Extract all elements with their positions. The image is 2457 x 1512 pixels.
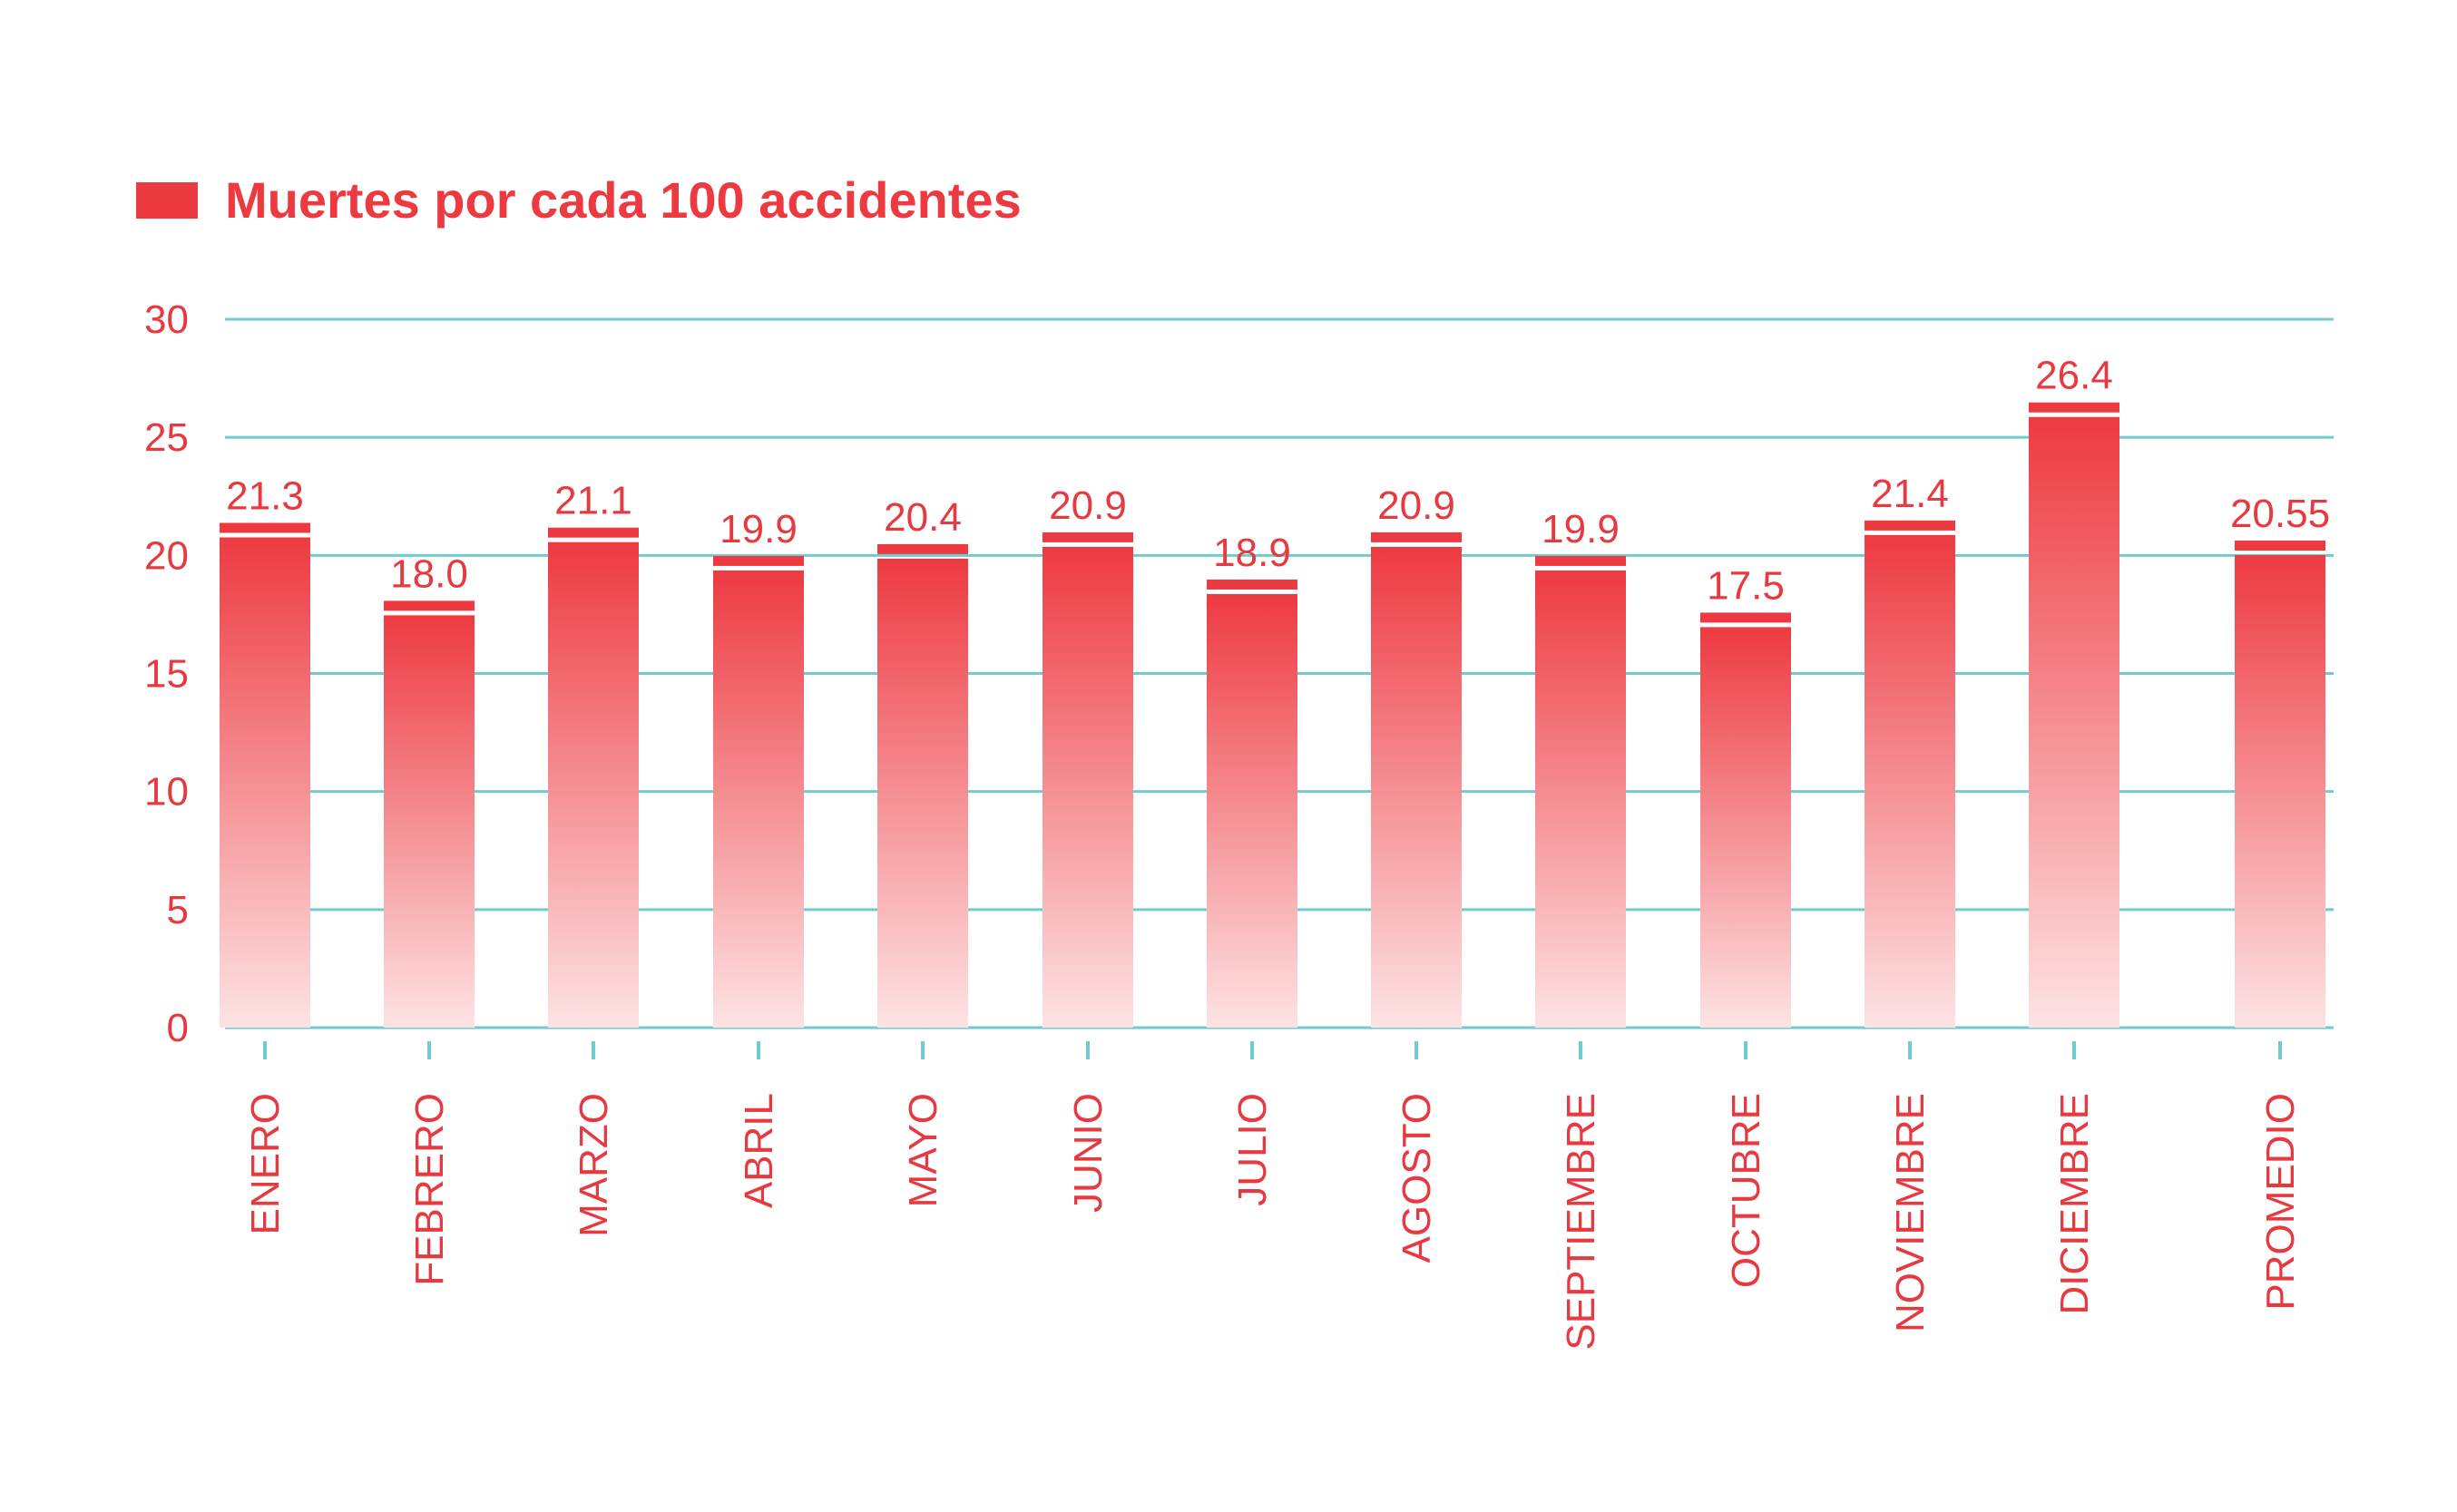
bar-cap bbox=[384, 600, 475, 611]
x-tick-label: AGOSTO bbox=[1395, 1093, 1439, 1263]
bar-body bbox=[1043, 546, 1133, 1028]
bar-junio bbox=[1043, 532, 1133, 1028]
bar-julio bbox=[1207, 579, 1297, 1028]
legend-label: Muertes por cada 100 accidentes bbox=[225, 171, 1022, 229]
bar-octubre bbox=[1700, 612, 1791, 1028]
data-label: 17.5 bbox=[1707, 563, 1785, 608]
bar-cap bbox=[2235, 541, 2325, 551]
bar-cap bbox=[548, 527, 639, 538]
axes: 0 5 10 15 20 25 30 ENERO FEBRERO MARZO ABRIL MAYO JU… bbox=[144, 298, 2303, 1351]
bar-body bbox=[1207, 593, 1297, 1028]
bar-agosto bbox=[1371, 532, 1462, 1028]
bar-cap bbox=[1700, 612, 1791, 623]
bar-body bbox=[2235, 555, 2325, 1028]
legend-swatch bbox=[136, 181, 198, 219]
x-tick-label: ABRIL bbox=[737, 1093, 781, 1208]
y-tick-label: 25 bbox=[144, 415, 189, 460]
data-label: 21.1 bbox=[554, 479, 632, 523]
x-tick-label: MAYO bbox=[901, 1093, 945, 1207]
x-tick-label: PROMEDIO bbox=[2258, 1093, 2303, 1311]
y-tick-label: 30 bbox=[144, 298, 189, 342]
bar-cap bbox=[877, 543, 968, 554]
bar-cap bbox=[2029, 402, 2119, 413]
x-tick-label: FEBRERO bbox=[407, 1093, 452, 1286]
bar-cap bbox=[1207, 579, 1297, 590]
bar-diciembre bbox=[2029, 402, 2119, 1029]
bar-promedio bbox=[2235, 541, 2325, 1028]
y-tick-label: 15 bbox=[144, 652, 189, 697]
bar-mayo bbox=[877, 543, 968, 1028]
x-tick-label: DICIEMBRE bbox=[2052, 1093, 2097, 1314]
x-tick-label: MARZO bbox=[572, 1093, 616, 1237]
data-label: 20.9 bbox=[1049, 483, 1127, 528]
bar-body bbox=[1865, 534, 1955, 1028]
data-label: 26.4 bbox=[2035, 354, 2113, 398]
y-tick-label: 20 bbox=[144, 533, 189, 578]
bar-cap bbox=[1535, 555, 1626, 566]
bar-body bbox=[713, 570, 804, 1028]
data-label: 20.55 bbox=[2230, 492, 2330, 536]
bar-body bbox=[877, 558, 968, 1028]
data-label: 20.4 bbox=[884, 495, 962, 540]
x-tick-label: ENERO bbox=[243, 1093, 288, 1234]
data-label: 18.9 bbox=[1213, 531, 1291, 575]
bar-body bbox=[1371, 546, 1462, 1028]
bar-body bbox=[384, 615, 475, 1028]
x-tick-label: SEPTIEMBRE bbox=[1559, 1093, 1603, 1351]
data-label: 19.9 bbox=[719, 507, 798, 551]
bars bbox=[220, 402, 2325, 1029]
bar-septiembre bbox=[1535, 555, 1626, 1028]
y-tick-label: 5 bbox=[167, 888, 189, 932]
data-label: 21.4 bbox=[1871, 472, 1949, 516]
data-labels: 21.3 18.0 21.1 19.9 20.4 20.9 18.9 20.9 19.9 17.5… bbox=[226, 354, 2330, 609]
data-label: 20.9 bbox=[1377, 483, 1455, 528]
x-tick-label: JUNIO bbox=[1066, 1093, 1111, 1213]
bar-abril bbox=[713, 555, 804, 1028]
bar-cap bbox=[1371, 532, 1462, 542]
bar-cap bbox=[713, 555, 804, 566]
data-label: 19.9 bbox=[1542, 507, 1620, 551]
x-tick-label: OCTUBRE bbox=[1724, 1093, 1768, 1288]
bar-febrero bbox=[384, 600, 475, 1028]
data-label: 18.0 bbox=[390, 551, 468, 596]
bar-cap bbox=[1865, 520, 1955, 531]
bar-marzo bbox=[548, 527, 639, 1028]
bar-body bbox=[1700, 627, 1791, 1028]
x-tick-label: NOVIEMBRE bbox=[1888, 1093, 1933, 1332]
legend: Muertes por cada 100 accidentes bbox=[136, 171, 1022, 229]
bar-body bbox=[2029, 416, 2119, 1029]
bar-cap bbox=[1043, 532, 1133, 542]
y-tick-label: 10 bbox=[144, 770, 189, 815]
bar-body bbox=[1535, 570, 1626, 1028]
bar-noviembre bbox=[1865, 520, 1955, 1028]
bar-body bbox=[548, 541, 639, 1028]
x-tick-label: JULIO bbox=[1230, 1093, 1275, 1206]
bar-body bbox=[220, 537, 310, 1028]
bar-cap bbox=[220, 522, 310, 533]
data-label: 21.3 bbox=[226, 473, 304, 518]
bar-enero bbox=[220, 522, 310, 1028]
y-tick-label: 0 bbox=[167, 1006, 189, 1050]
